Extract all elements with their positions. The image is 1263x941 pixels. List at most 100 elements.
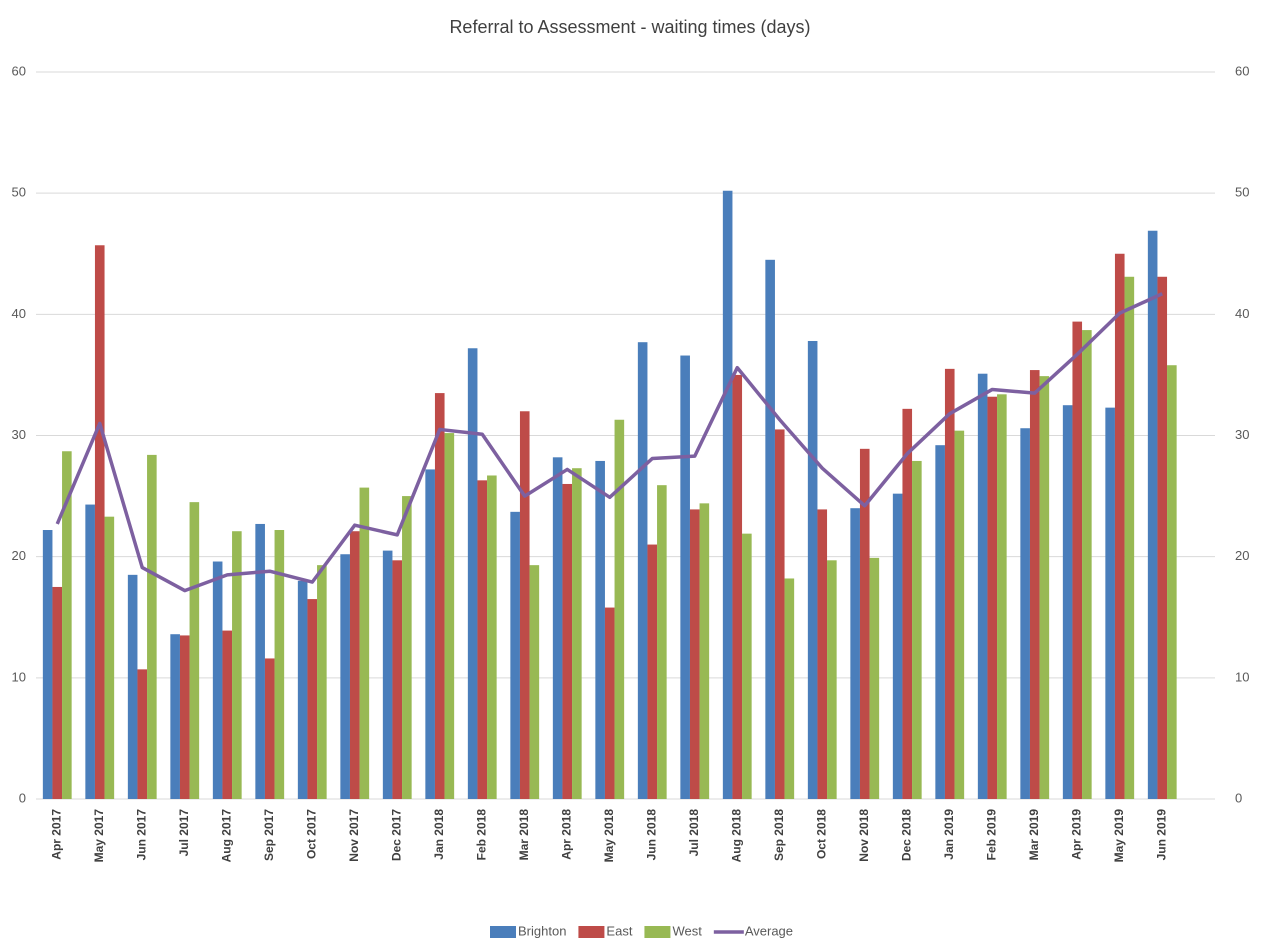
bar — [1167, 365, 1177, 799]
bar — [572, 468, 582, 799]
bar — [434, 393, 445, 799]
bar — [595, 460, 605, 799]
bar — [552, 457, 563, 799]
bar — [902, 408, 913, 799]
x-tick-label: Apr 2017 — [49, 809, 63, 860]
bar — [359, 487, 370, 799]
bar — [1062, 405, 1073, 799]
y2-tick-label: 50 — [1235, 185, 1249, 200]
bar — [264, 658, 275, 799]
bar — [987, 396, 998, 799]
x-tick-label: Sep 2017 — [262, 809, 276, 861]
legend-swatch — [490, 926, 516, 938]
bar — [954, 430, 965, 799]
bar — [699, 503, 710, 799]
bar — [1039, 376, 1050, 799]
x-tick-label: Apr 2018 — [559, 809, 573, 860]
y-tick-label: 30 — [12, 427, 26, 442]
y-tick-label: 20 — [12, 548, 26, 563]
bar — [402, 496, 412, 799]
bar — [944, 368, 955, 799]
x-tick-label: Jun 2018 — [644, 809, 658, 861]
bar — [647, 544, 658, 799]
bar — [392, 560, 403, 799]
bar — [614, 419, 625, 799]
bar — [680, 355, 690, 799]
y-tick-label: 50 — [12, 185, 26, 200]
bar — [742, 533, 752, 799]
bar — [807, 340, 818, 799]
bar — [510, 511, 520, 799]
bar — [222, 630, 233, 799]
bar — [657, 485, 667, 799]
y-tick-label: 40 — [12, 306, 26, 321]
bar — [562, 483, 573, 799]
bar — [519, 411, 530, 799]
bar — [137, 669, 148, 799]
x-tick-label: Feb 2018 — [474, 809, 488, 861]
y2-tick-label: 10 — [1235, 669, 1249, 684]
bar — [1114, 253, 1125, 799]
bar — [487, 475, 497, 799]
legend-swatch — [578, 926, 605, 938]
x-tick-label: Oct 2018 — [814, 809, 828, 859]
chart-title: Referral to Assessment - waiting times (… — [449, 17, 810, 37]
x-tick-label: Jul 2017 — [177, 809, 191, 857]
x-tick-label: May 2018 — [602, 809, 616, 863]
legend-label: Brighton — [518, 923, 566, 938]
x-tick-label: Feb 2019 — [984, 809, 998, 861]
bar — [892, 493, 903, 799]
bar — [212, 561, 223, 799]
line — [55, 292, 1163, 593]
y-tick-label: 0 — [19, 790, 26, 805]
x-tick-label: Dec 2018 — [899, 809, 913, 861]
legend-swatch — [644, 926, 671, 938]
bar — [307, 599, 318, 799]
x-tick-label: Aug 2018 — [729, 809, 743, 863]
x-tick-label: Sep 2018 — [772, 809, 786, 861]
bar — [1124, 276, 1135, 799]
bar — [444, 433, 455, 799]
legend-label: West — [672, 923, 702, 938]
bar — [232, 531, 242, 799]
y2-tick-label: 0 — [1235, 790, 1242, 805]
bar — [382, 550, 393, 799]
y2-tick-label: 30 — [1235, 427, 1249, 442]
bar — [1105, 407, 1115, 799]
bar — [297, 580, 308, 799]
bar — [127, 574, 138, 799]
bar — [637, 342, 648, 799]
bar — [274, 530, 285, 799]
bar — [689, 509, 700, 799]
x-tick-label: Jun 2017 — [134, 809, 148, 861]
y2-tick-label: 40 — [1235, 306, 1249, 321]
bar — [850, 508, 860, 799]
bar — [935, 445, 945, 799]
bar — [1157, 276, 1168, 799]
bar — [784, 578, 795, 799]
bar — [1029, 370, 1040, 799]
bar — [977, 373, 988, 799]
x-tick-label: Aug 2017 — [219, 809, 233, 863]
x-tick-label: Jul 2018 — [687, 809, 701, 857]
bar — [170, 634, 180, 799]
x-tick-label: Apr 2019 — [1069, 809, 1083, 860]
bar — [179, 635, 190, 799]
bar — [85, 504, 95, 799]
bar — [42, 530, 53, 799]
x-tick-label: May 2019 — [1112, 809, 1126, 863]
x-tick-label: Mar 2018 — [517, 809, 531, 861]
bar — [817, 509, 828, 799]
x-tick-label: Jan 2019 — [942, 809, 956, 860]
y-tick-label: 60 — [12, 63, 26, 78]
bar — [317, 565, 327, 799]
x-tick-label: Jan 2018 — [432, 809, 446, 860]
legend-label: East — [606, 923, 632, 938]
bar — [1082, 330, 1092, 799]
bar — [62, 451, 72, 799]
bar — [765, 259, 775, 799]
bar — [827, 560, 837, 799]
bar — [104, 516, 115, 799]
bar — [869, 557, 880, 799]
bar — [1020, 428, 1030, 799]
